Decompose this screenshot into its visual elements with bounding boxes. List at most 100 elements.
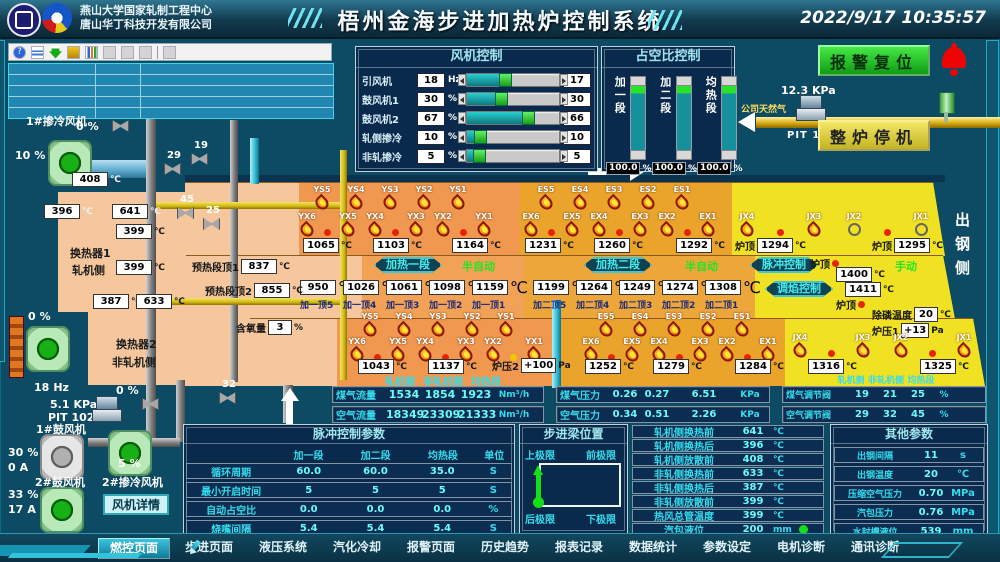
pulse-control-button[interactable]: 脉冲控制 xyxy=(750,257,818,273)
burner-ex2[interactable]: EX2 xyxy=(717,337,737,365)
burner-es5[interactable]: ES5 xyxy=(536,185,556,213)
burner-yx1[interactable]: YX1 xyxy=(524,337,544,365)
nav-tab[interactable]: 电机诊断 xyxy=(776,540,825,554)
burner-yx5[interactable]: YX5 xyxy=(388,337,408,365)
burner-ys1[interactable]: YS1 xyxy=(496,312,516,340)
burner-es2[interactable]: ES2 xyxy=(638,185,658,213)
zone2-value[interactable]: 60.0 xyxy=(363,465,388,477)
burner-jx2[interactable]: JX2 xyxy=(891,333,911,361)
valve-icon[interactable] xyxy=(191,153,208,165)
burner-es5[interactable]: ES5 xyxy=(596,312,616,340)
burner-jx3[interactable]: JX3 xyxy=(804,212,824,240)
nav-tab[interactable]: 历史趋势 xyxy=(480,540,529,554)
burner-ys2[interactable]: YS2 xyxy=(462,312,482,340)
window-icon[interactable] xyxy=(121,45,134,59)
alarm-summary-grid[interactable] xyxy=(8,63,334,119)
fan-slider[interactable] xyxy=(458,130,568,144)
burner-es3[interactable]: ES3 xyxy=(664,312,684,340)
nav-tab[interactable]: 数据统计 xyxy=(628,540,677,554)
burner-yx4[interactable]: YX4 xyxy=(365,212,385,240)
burner-ex1[interactable]: EX1 xyxy=(698,212,718,240)
slider-right-arrow-icon[interactable] xyxy=(560,131,568,143)
zone2-value[interactable]: 0.0 xyxy=(366,503,385,515)
fan-slider-thumb[interactable] xyxy=(499,73,513,87)
burner-ys5[interactable]: YS5 xyxy=(360,312,380,340)
burner-ex5[interactable]: EX5 xyxy=(562,212,582,240)
burner-ys4[interactable]: YS4 xyxy=(346,185,366,213)
download-icon[interactable] xyxy=(49,45,62,59)
burner-ys3[interactable]: YS3 xyxy=(428,312,448,340)
valve-icon[interactable] xyxy=(164,163,181,175)
burner-ex4[interactable]: EX4 xyxy=(649,337,669,365)
nav-tab[interactable]: 步进页面 xyxy=(184,540,233,554)
burner-ex4[interactable]: EX4 xyxy=(589,212,609,240)
fan-slider-thumb[interactable] xyxy=(494,92,508,106)
fan-setpoint-input[interactable]: 66 xyxy=(563,110,591,126)
fan-slider-thumb[interactable] xyxy=(474,130,488,144)
burner-yx3[interactable]: YX3 xyxy=(456,337,476,365)
lock-icon[interactable] xyxy=(163,45,176,59)
duty-slider-track[interactable] xyxy=(675,76,692,160)
burner-yx1[interactable]: YX1 xyxy=(474,212,494,240)
help-icon[interactable] xyxy=(13,45,26,59)
zone1-value[interactable]: 5 xyxy=(305,484,313,496)
duty-slider-track[interactable] xyxy=(721,76,738,160)
fan-slider[interactable] xyxy=(458,111,568,125)
soak-value[interactable]: 0.0 xyxy=(433,503,452,515)
soak-value[interactable]: 35.0 xyxy=(429,465,455,477)
pressure-transmitter-icon[interactable] xyxy=(92,396,122,422)
burner-yx3[interactable]: YX3 xyxy=(406,212,426,240)
zone1-value[interactable]: 5.4 xyxy=(299,522,318,534)
fan-slider[interactable] xyxy=(458,149,568,163)
burner-ex3[interactable]: EX3 xyxy=(630,212,650,240)
burner-ex5[interactable]: EX5 xyxy=(622,337,642,365)
print-icon[interactable] xyxy=(103,45,116,59)
fan-slider[interactable] xyxy=(458,73,568,87)
burner-ex1[interactable]: EX1 xyxy=(758,337,778,365)
trend-chart-icon[interactable] xyxy=(85,45,98,59)
slider-left-arrow-icon[interactable] xyxy=(458,93,466,105)
nav-tab[interactable]: 报警页面 xyxy=(406,540,455,554)
login-key-icon[interactable] xyxy=(67,45,80,59)
slider-right-arrow-icon[interactable] xyxy=(560,112,568,124)
slider-left-arrow-icon[interactable] xyxy=(458,74,466,86)
burner-es3[interactable]: ES3 xyxy=(604,185,624,213)
valve-icon[interactable] xyxy=(112,120,129,132)
nav-tab[interactable]: 通讯诊断 xyxy=(850,540,899,554)
soak-value[interactable]: 5 xyxy=(438,484,446,496)
gas-shutoff-valve-icon[interactable] xyxy=(938,92,956,126)
burner-ys5[interactable]: YS5 xyxy=(312,185,332,213)
burner-jx4[interactable]: JX4 xyxy=(790,333,810,361)
slider-right-arrow-icon[interactable] xyxy=(560,150,568,162)
soak-value[interactable]: 5.4 xyxy=(433,522,452,534)
fan-setpoint-input[interactable]: 10 xyxy=(563,129,591,145)
burner-jx3[interactable]: JX3 xyxy=(853,333,873,361)
flame-adjust-button[interactable]: 调焰控制 xyxy=(765,281,833,297)
burner-ys3[interactable]: YS3 xyxy=(380,185,400,213)
slider-right-arrow-icon[interactable] xyxy=(560,74,568,86)
burner-yx4[interactable]: YX4 xyxy=(415,337,435,365)
nav-tab[interactable]: 液压系统 xyxy=(258,540,307,554)
document-icon[interactable] xyxy=(31,45,44,59)
export-icon[interactable] xyxy=(139,45,152,59)
burner-jx4[interactable]: JX4 xyxy=(737,212,757,240)
burner-jx1[interactable]: JX1 xyxy=(954,333,974,361)
zone1-value[interactable]: 60.0 xyxy=(296,465,322,477)
slider-left-arrow-icon[interactable] xyxy=(458,131,466,143)
burner-ex6[interactable]: EX6 xyxy=(521,212,541,240)
burner-ex6[interactable]: EX6 xyxy=(581,337,601,365)
burner-ys4[interactable]: YS4 xyxy=(394,312,414,340)
fan-slider-thumb[interactable] xyxy=(522,111,536,125)
burner-yx2[interactable]: YX2 xyxy=(433,212,453,240)
burner-es1[interactable]: ES1 xyxy=(672,185,692,213)
burner-jx1[interactable]: JX1 xyxy=(911,212,931,236)
blower1-icon[interactable] xyxy=(40,434,84,480)
zone1-value[interactable]: 0.0 xyxy=(299,503,318,515)
alarm-bell-icon[interactable] xyxy=(940,42,968,76)
burner-jx2[interactable]: JX2 xyxy=(844,212,864,236)
burner-es2[interactable]: ES2 xyxy=(698,312,718,340)
valve-icon[interactable] xyxy=(219,392,236,404)
burner-ys2[interactable]: YS2 xyxy=(414,185,434,213)
id-fan-icon[interactable] xyxy=(26,326,70,372)
slider-left-arrow-icon[interactable] xyxy=(458,150,466,162)
